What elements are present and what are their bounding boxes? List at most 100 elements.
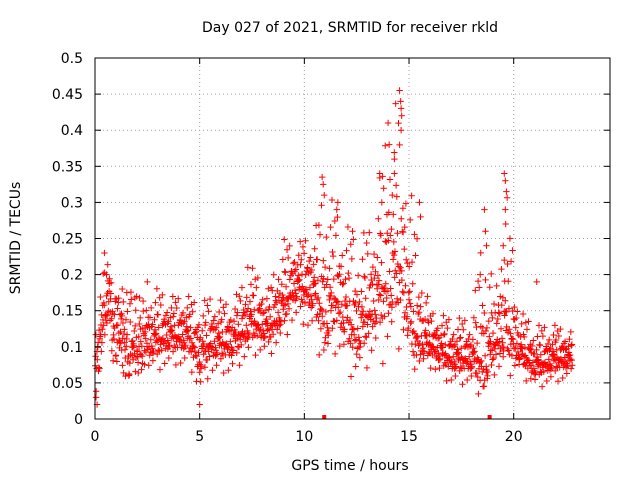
data-point [270,271,277,278]
data-point [326,284,334,291]
data-point [280,306,287,313]
data-point [364,250,371,258]
data-point [261,342,268,350]
data-point [502,177,509,184]
data-point [325,327,332,335]
data-point [201,363,209,371]
data-point [470,349,477,356]
data-point [288,316,296,324]
data-point [429,310,437,317]
data-point [356,354,364,361]
data-point [339,281,346,288]
y-tick-labels: 0 0.05 0.1 0.15 0.2 0.25 0.3 0.35 0.4 0.45 0.5 [52,51,83,428]
data-point [253,332,261,340]
data-point [489,314,496,322]
data-point [470,314,478,321]
data-point [514,348,522,356]
data-point [195,349,202,356]
data-point [205,348,212,355]
data-point [511,362,519,369]
data-point [284,300,292,308]
data-point [217,355,225,363]
data-point [416,340,423,347]
data-point [119,362,126,369]
data-point [452,363,460,370]
data-point [281,301,289,308]
data-point [499,353,507,360]
data-point [340,280,347,287]
data-point [360,340,368,347]
data-point [206,353,213,360]
data-point [238,284,246,291]
data-point [318,306,326,314]
data-point [321,191,328,199]
data-point [398,112,405,119]
data-point [330,275,338,283]
data-point [550,331,557,339]
data-point [371,307,378,314]
data-point [107,279,115,286]
data-point [490,300,498,308]
data-point [295,252,302,259]
data-point [290,260,297,267]
data-point [98,348,105,355]
data-point [272,339,280,346]
data-point [252,351,259,359]
data-point [128,296,135,303]
data-point [371,274,378,282]
data-point [101,331,109,338]
data-point [218,316,225,323]
data-point [485,343,492,350]
data-point [315,221,323,229]
data-point [522,377,530,385]
gap-markers [322,415,492,419]
data-point [530,337,537,344]
data-point [346,335,353,342]
data-point [361,274,369,282]
data-point [188,348,195,356]
data-point [312,290,319,297]
data-point [545,356,552,363]
data-point [351,287,359,295]
data-point [319,313,326,320]
data-point [309,300,316,307]
data-point [427,364,434,372]
data-point [228,345,236,353]
data-point [468,363,476,370]
data-point [320,275,327,282]
data-point [230,317,238,325]
data-point [175,295,182,302]
data-point [235,320,242,328]
data-point [284,254,292,262]
data-point [249,265,256,272]
data-point [117,340,124,347]
data-point [385,237,392,244]
data-point [552,367,559,375]
data-point [200,351,207,358]
data-point [312,280,319,287]
data-point [388,318,395,325]
data-point [161,360,168,367]
data-point [452,372,459,380]
data-point [397,105,405,112]
data-point [168,327,175,335]
data-point [406,288,413,295]
data-point [387,232,394,239]
x-tick-label: 20 [505,429,523,445]
data-point [391,274,398,281]
data-point [185,293,192,300]
data-point [456,335,464,342]
data-point [493,320,500,327]
data-point [405,289,412,296]
data-point [415,309,423,316]
data-point [486,351,494,358]
data-point [186,311,194,318]
data-point [215,308,223,316]
data-point [448,376,455,384]
data-point [367,271,375,278]
data-point [434,335,442,342]
data-point [316,351,323,359]
data-point [203,356,211,364]
data-point [567,355,574,363]
data-point [527,375,535,383]
